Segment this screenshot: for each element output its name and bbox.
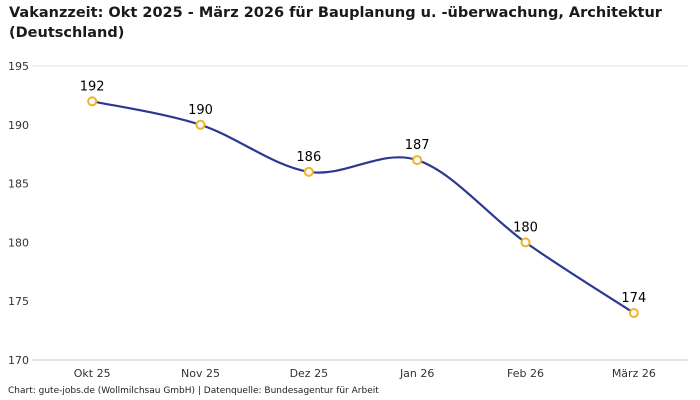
chart-title-line1: Vakanzzeit: Okt 2025 - März 2026 für Bau… [9, 5, 662, 21]
y-tick-label: 175 [8, 295, 29, 308]
chart-credit: Chart: gute-jobs.de (Wollmilchsau GmbH) … [8, 386, 379, 396]
data-point-label: 190 [188, 103, 213, 118]
data-point-marker [412, 155, 423, 166]
x-tick-label: Feb 26 [507, 367, 544, 380]
data-point-marker [87, 96, 98, 107]
data-point-label: 186 [296, 150, 321, 165]
data-point-marker [195, 119, 206, 130]
data-point-marker [303, 166, 314, 177]
data-point-label: 192 [80, 79, 105, 94]
y-tick-label: 180 [8, 236, 29, 249]
y-tick-label: 195 [8, 60, 29, 73]
vacancy-line-series [91, 100, 635, 314]
data-point-label: 187 [405, 138, 430, 153]
x-tick-label: Okt 25 [74, 367, 111, 380]
data-point-marker [628, 307, 639, 318]
chart-title-line2: (Deutschland) [9, 24, 125, 41]
x-tick-label: Jan 26 [399, 367, 434, 380]
data-point-label: 174 [621, 291, 646, 306]
x-tick-label: Dez 25 [290, 367, 329, 380]
y-tick-label: 170 [8, 354, 29, 367]
y-tick-label: 190 [8, 119, 29, 132]
data-point-label: 180 [513, 220, 538, 235]
data-point-marker [520, 237, 531, 248]
x-tick-label: Nov 25 [181, 367, 220, 380]
y-tick-label: 185 [8, 178, 29, 191]
x-tick-label: März 26 [612, 367, 656, 380]
chart-title: Vakanzzeit: Okt 2025 - März 2026 für Bau… [9, 4, 689, 43]
